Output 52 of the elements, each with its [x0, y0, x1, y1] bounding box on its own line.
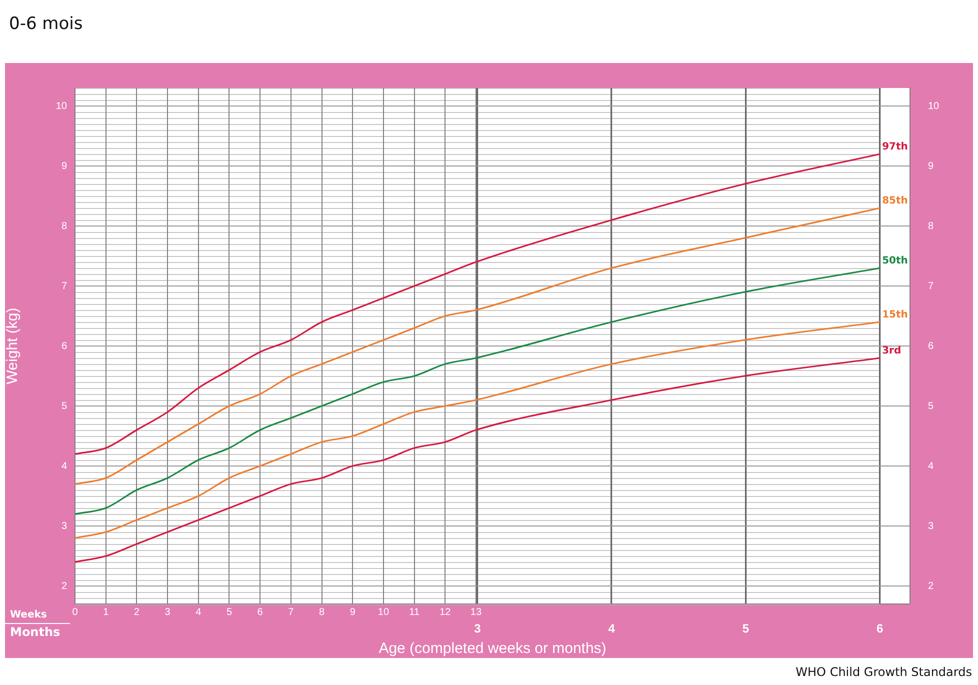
- y-axis-title: Weight (kg): [4, 308, 22, 384]
- y2-tick-label: 7: [928, 280, 934, 292]
- y-tick-label: 6: [61, 340, 68, 352]
- y2-tick-label: 5: [928, 400, 934, 412]
- chart-title: 0-6 mois: [9, 14, 83, 34]
- x-tick-label: 13: [470, 606, 482, 618]
- x-tick-label: 11: [409, 606, 420, 618]
- x-tick-label: 0: [72, 606, 78, 618]
- y2-tick-label: 4: [928, 460, 934, 472]
- x-tick-label: 9: [350, 606, 356, 618]
- y2-tick-label: 8: [928, 220, 934, 232]
- y-tick-label: 5: [61, 400, 68, 412]
- x-tick-label: 7: [288, 606, 294, 618]
- y-tick-label: 4: [61, 460, 68, 472]
- x-axis-title: Age (completed weeks or months): [378, 640, 606, 658]
- line-series: [75, 321, 881, 539]
- series-label: 97th: [882, 142, 908, 153]
- series-label: 3rd: [882, 346, 902, 357]
- x-tick-label: 1: [103, 606, 110, 618]
- series-label: 50th: [882, 256, 908, 267]
- y2-tick-label: 2: [928, 580, 934, 592]
- y-tick-label: 9: [61, 160, 68, 172]
- x2-tick-label: 3: [474, 622, 482, 636]
- x2-tick-label: 5: [742, 622, 750, 636]
- y-tick-label: 2: [61, 580, 68, 592]
- x2-tick-label: 4: [608, 622, 616, 636]
- x2-tick-label: 6: [876, 622, 884, 636]
- series-label: 85th: [882, 196, 908, 207]
- x-tick-label: 8: [318, 606, 325, 618]
- y2-tick-label: 6: [928, 340, 934, 352]
- line-series: [75, 357, 881, 563]
- y-tick-label: 8: [61, 220, 68, 232]
- line-series: [75, 207, 881, 485]
- line-series: [75, 267, 881, 515]
- x-tick-label: 10: [378, 606, 390, 618]
- x-tick-label: 3: [164, 606, 171, 618]
- text: Months: [10, 625, 60, 640]
- y-tick-label: 10: [56, 100, 68, 112]
- y-tick-label: 3: [61, 520, 68, 532]
- x-tick-label: 6: [257, 606, 264, 618]
- series-label: 15th: [882, 310, 908, 321]
- text: Weeks: [10, 610, 47, 621]
- x-tick-label: 12: [440, 606, 452, 618]
- x-tick-label: 2: [134, 606, 140, 618]
- x-tick-label: 5: [226, 606, 232, 618]
- y2-tick-label: 9: [928, 160, 934, 172]
- text: WHO Child Growth Standards: [796, 665, 972, 679]
- line-series: [75, 153, 881, 455]
- y2-tick-label: 10: [928, 100, 940, 112]
- x-tick-label: 4: [196, 606, 202, 618]
- y2-tick-label: 3: [928, 520, 934, 532]
- y-tick-label: 7: [61, 280, 68, 292]
